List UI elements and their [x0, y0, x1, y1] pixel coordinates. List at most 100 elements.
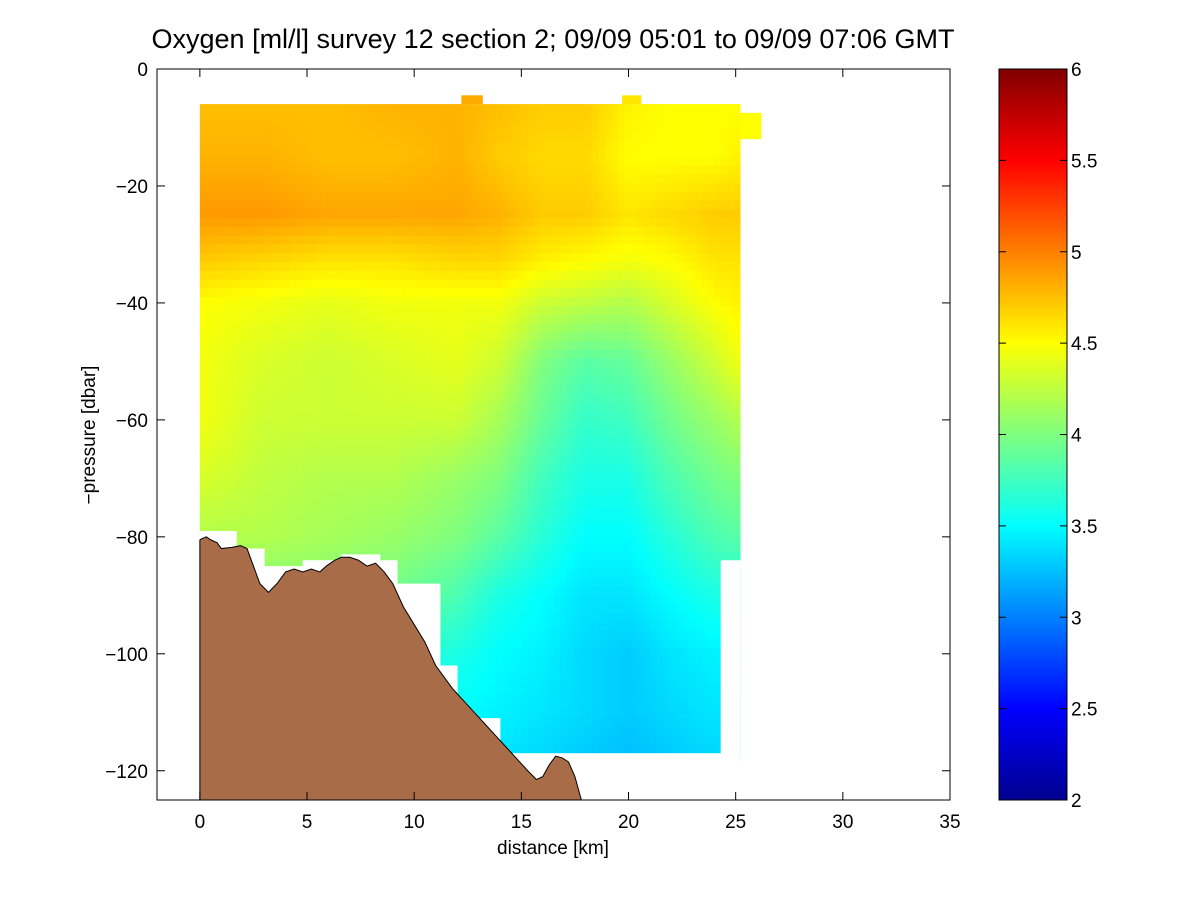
- heat-cell: [592, 419, 600, 430]
- heat-cell: [579, 218, 587, 228]
- heat-cell: [463, 305, 471, 316]
- heat-cell: [521, 507, 529, 517]
- heat-cell: [257, 288, 265, 298]
- heat-cell: [482, 428, 490, 439]
- heat-cell: [514, 419, 522, 430]
- heat-cell: [341, 104, 349, 114]
- heat-cell: [270, 261, 278, 272]
- heat-cell: [604, 376, 612, 386]
- heat-cell: [283, 156, 291, 167]
- heat-cell: [296, 533, 304, 544]
- heat-cell: [244, 147, 252, 158]
- heat-cell: [379, 332, 387, 342]
- heat-cell: [502, 288, 510, 298]
- heat-cell: [437, 639, 445, 649]
- heat-cell: [219, 218, 227, 228]
- heat-cell: [360, 104, 368, 114]
- heat-cell: [553, 165, 561, 175]
- heat-cell: [424, 419, 432, 430]
- heat-cell: [270, 437, 278, 447]
- heat-cell: [334, 446, 342, 456]
- heat-cell: [347, 270, 355, 281]
- heat-cell: [566, 569, 574, 579]
- heat-cell: [437, 647, 445, 658]
- heat-cell: [219, 516, 227, 526]
- heat-cell: [585, 604, 593, 614]
- heat-cell: [289, 358, 297, 368]
- heat-cell: [431, 481, 439, 491]
- heat-cell: [424, 384, 432, 395]
- heat-cell: [367, 463, 375, 474]
- heat-cell: [431, 139, 439, 149]
- heat-cell: [604, 542, 612, 553]
- heat-cell: [604, 112, 612, 123]
- heat-cell: [405, 349, 413, 360]
- heat-cell: [367, 209, 375, 219]
- heat-cell: [328, 393, 336, 403]
- heat-cell: [264, 200, 272, 210]
- heat-cell: [585, 191, 593, 202]
- heat-cell: [206, 481, 214, 491]
- heat-cell: [457, 674, 465, 684]
- heat-cell: [598, 595, 606, 605]
- heat-cell: [199, 367, 207, 377]
- heat-cell: [540, 463, 548, 474]
- heat-cell: [566, 454, 574, 465]
- heat-cell: [476, 595, 484, 605]
- heat-cell: [444, 542, 452, 553]
- heat-cell: [579, 226, 587, 237]
- heat-cell: [412, 525, 420, 535]
- heat-cell: [469, 419, 477, 430]
- heat-cell: [514, 586, 522, 596]
- heat-cell: [277, 367, 285, 377]
- heat-cell: [412, 156, 420, 167]
- heat-cell: [598, 726, 606, 737]
- heat-cell: [592, 446, 600, 456]
- heat-cell: [450, 551, 458, 561]
- heat-cell: [495, 305, 503, 316]
- heat-cell: [617, 147, 625, 158]
- heat-cell: [373, 279, 381, 289]
- heat-cell: [232, 323, 240, 333]
- heat-cell: [373, 253, 381, 263]
- heat-cell: [212, 454, 220, 465]
- heat-cell: [611, 305, 619, 316]
- heat-cell: [225, 226, 233, 237]
- heat-cell: [354, 472, 362, 482]
- heat-cell: [225, 130, 233, 140]
- heat-cell: [437, 542, 445, 553]
- heat-cell: [592, 595, 600, 605]
- heat-cell: [354, 253, 362, 263]
- heat-cell: [566, 516, 574, 526]
- heat-cell: [232, 428, 240, 439]
- heat-cell: [199, 191, 207, 202]
- heat-cell: [206, 244, 214, 254]
- heat-cell: [514, 595, 522, 605]
- heat-cell: [347, 288, 355, 298]
- heat-cell: [392, 454, 400, 465]
- heat-cell: [463, 139, 471, 149]
- heat-cell: [251, 428, 259, 439]
- heat-cell: [476, 569, 484, 579]
- heat-cell: [309, 498, 317, 509]
- heat-cell: [514, 516, 522, 526]
- heat-cell: [347, 112, 355, 123]
- heat-cell: [489, 226, 497, 237]
- heat-cell: [309, 332, 317, 342]
- heat-cell: [534, 647, 542, 658]
- heat-cell: [495, 288, 503, 298]
- heat-cell: [611, 647, 619, 658]
- heat-cell: [444, 139, 452, 149]
- heat-cell: [334, 218, 342, 228]
- heat-cell: [489, 244, 497, 254]
- heat-cell: [585, 305, 593, 316]
- heat-cell: [283, 174, 291, 184]
- heat-cell: [309, 191, 317, 202]
- heat-cell: [495, 376, 503, 386]
- heat-cell: [508, 718, 516, 728]
- heat-cell: [450, 226, 458, 237]
- heat-cell: [367, 270, 375, 281]
- heat-cell: [392, 446, 400, 456]
- heat-cell: [309, 358, 317, 368]
- heat-cell: [450, 218, 458, 228]
